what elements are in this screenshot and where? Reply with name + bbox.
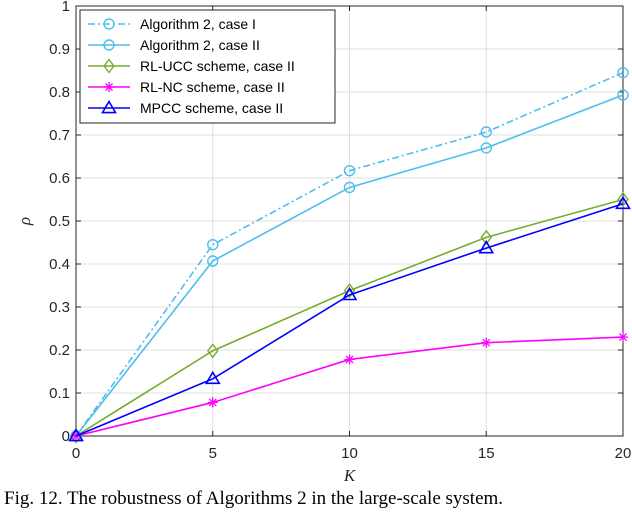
x-tick-label: 0 — [72, 445, 80, 462]
y-tick-label: 0.4 — [49, 256, 70, 273]
y-tick-label: 0.5 — [49, 213, 70, 230]
legend-label: RL-NC scheme, case II — [140, 79, 285, 95]
data-point — [481, 337, 492, 348]
data-point — [207, 255, 219, 267]
x-tick-label: 10 — [341, 445, 358, 462]
series-line — [75, 203, 624, 437]
grid — [75, 5, 624, 437]
series-3 — [70, 191, 629, 444]
y-tick-label: 0.3 — [49, 299, 70, 316]
series-line — [75, 198, 624, 437]
data-point — [207, 238, 219, 251]
y-tick-label: 0.6 — [49, 170, 70, 187]
x-axis-label: K — [343, 466, 357, 485]
legend-label: RL-UCC scheme, case II — [140, 58, 295, 74]
legend-marker — [103, 58, 115, 74]
legend-marker — [103, 39, 115, 51]
y-tick-label: 0.2 — [49, 342, 70, 359]
data-point — [480, 142, 492, 154]
legend-item: RL-UCC scheme, case II — [88, 58, 295, 74]
data-point — [615, 195, 631, 210]
data-point — [68, 427, 84, 442]
data-point — [480, 126, 492, 138]
legend-marker — [101, 99, 117, 114]
y-tick-label: 0.7 — [49, 127, 70, 144]
y-tick-label: 0.9 — [49, 41, 70, 58]
data-point — [480, 229, 492, 246]
legend-marker — [104, 82, 114, 92]
data-point — [343, 164, 356, 177]
data-point — [343, 181, 356, 194]
data-point — [618, 332, 628, 343]
legend: Algorithm 2, case I Algorithm 2, case II R… — [79, 9, 336, 124]
data-point — [343, 282, 356, 299]
series-line — [75, 71, 624, 437]
legend-marker — [103, 18, 115, 30]
data-point — [207, 397, 218, 408]
legend-item: Algorithm 2, case II — [88, 37, 260, 53]
data-point — [344, 354, 355, 365]
figure-caption: Fig. 12. The robustness of Algorithms 2 … — [4, 488, 504, 509]
y-tick-label: 0.8 — [49, 84, 70, 101]
y-tick-label: 0 — [62, 428, 70, 445]
data-point — [341, 286, 358, 301]
y-tick-label: 0.1 — [49, 385, 70, 402]
line-chart: 0 5 10 15 20 0 0.1 0.2 0.3 0.4 0.5 0.6 0.7 0.8 0.9 1 Kρ A… — [15, 0, 632, 485]
data-point — [617, 66, 629, 79]
x-tick-label: 20 — [615, 445, 632, 462]
legend-label: Algorithm 2, case I — [140, 16, 256, 32]
data-point — [204, 370, 221, 385]
series-line — [75, 94, 624, 437]
data-point — [207, 343, 219, 359]
y-tick-label: 1 — [62, 0, 70, 15]
x-tick-label: 15 — [478, 445, 495, 462]
data-point — [617, 89, 629, 101]
data-point — [478, 240, 495, 254]
legend-item: RL-NC scheme, case II — [88, 79, 285, 95]
legend-item: MPCC scheme, case II — [88, 99, 283, 116]
x-tick-label: 5 — [209, 445, 217, 462]
legend-item: Algorithm 2, case I — [88, 16, 256, 32]
series-5 — [68, 195, 631, 442]
data-point — [617, 191, 629, 208]
y-axis-label: ρ — [15, 217, 34, 226]
legend-label: MPCC scheme, case II — [140, 100, 283, 116]
legend-label: Algorithm 2, case II — [140, 37, 260, 53]
